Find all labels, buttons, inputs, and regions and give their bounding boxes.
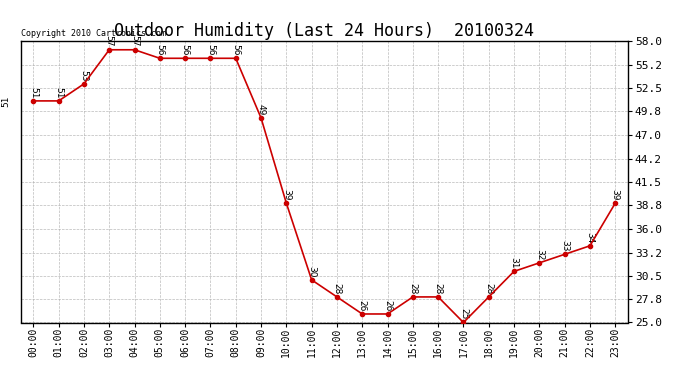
- Text: 51: 51: [1, 95, 10, 106]
- Text: Copyright 2010 Cartronics.com: Copyright 2010 Cartronics.com: [21, 30, 166, 39]
- Text: 28: 28: [433, 283, 443, 294]
- Text: 31: 31: [509, 257, 519, 268]
- Text: 25: 25: [459, 308, 468, 320]
- Text: 26: 26: [383, 300, 392, 311]
- Text: 39: 39: [611, 189, 620, 200]
- Text: 32: 32: [535, 249, 544, 260]
- Text: 28: 28: [484, 283, 493, 294]
- Text: 51: 51: [54, 87, 63, 98]
- Text: 28: 28: [408, 283, 417, 294]
- Text: 26: 26: [357, 300, 367, 311]
- Text: 56: 56: [181, 44, 190, 55]
- Text: 51: 51: [29, 87, 38, 98]
- Text: 56: 56: [231, 44, 240, 55]
- Title: Outdoor Humidity (Last 24 Hours)  20100324: Outdoor Humidity (Last 24 Hours) 2010032…: [115, 22, 534, 40]
- Text: 33: 33: [560, 240, 569, 252]
- Text: 56: 56: [206, 44, 215, 55]
- Text: 34: 34: [585, 232, 595, 243]
- Text: 49: 49: [257, 104, 266, 115]
- Text: 53: 53: [79, 70, 88, 81]
- Text: 39: 39: [282, 189, 291, 200]
- Text: 56: 56: [155, 44, 164, 55]
- Text: 28: 28: [333, 283, 342, 294]
- Text: 30: 30: [307, 266, 316, 277]
- Text: 57: 57: [105, 36, 114, 47]
- Text: 57: 57: [130, 36, 139, 47]
